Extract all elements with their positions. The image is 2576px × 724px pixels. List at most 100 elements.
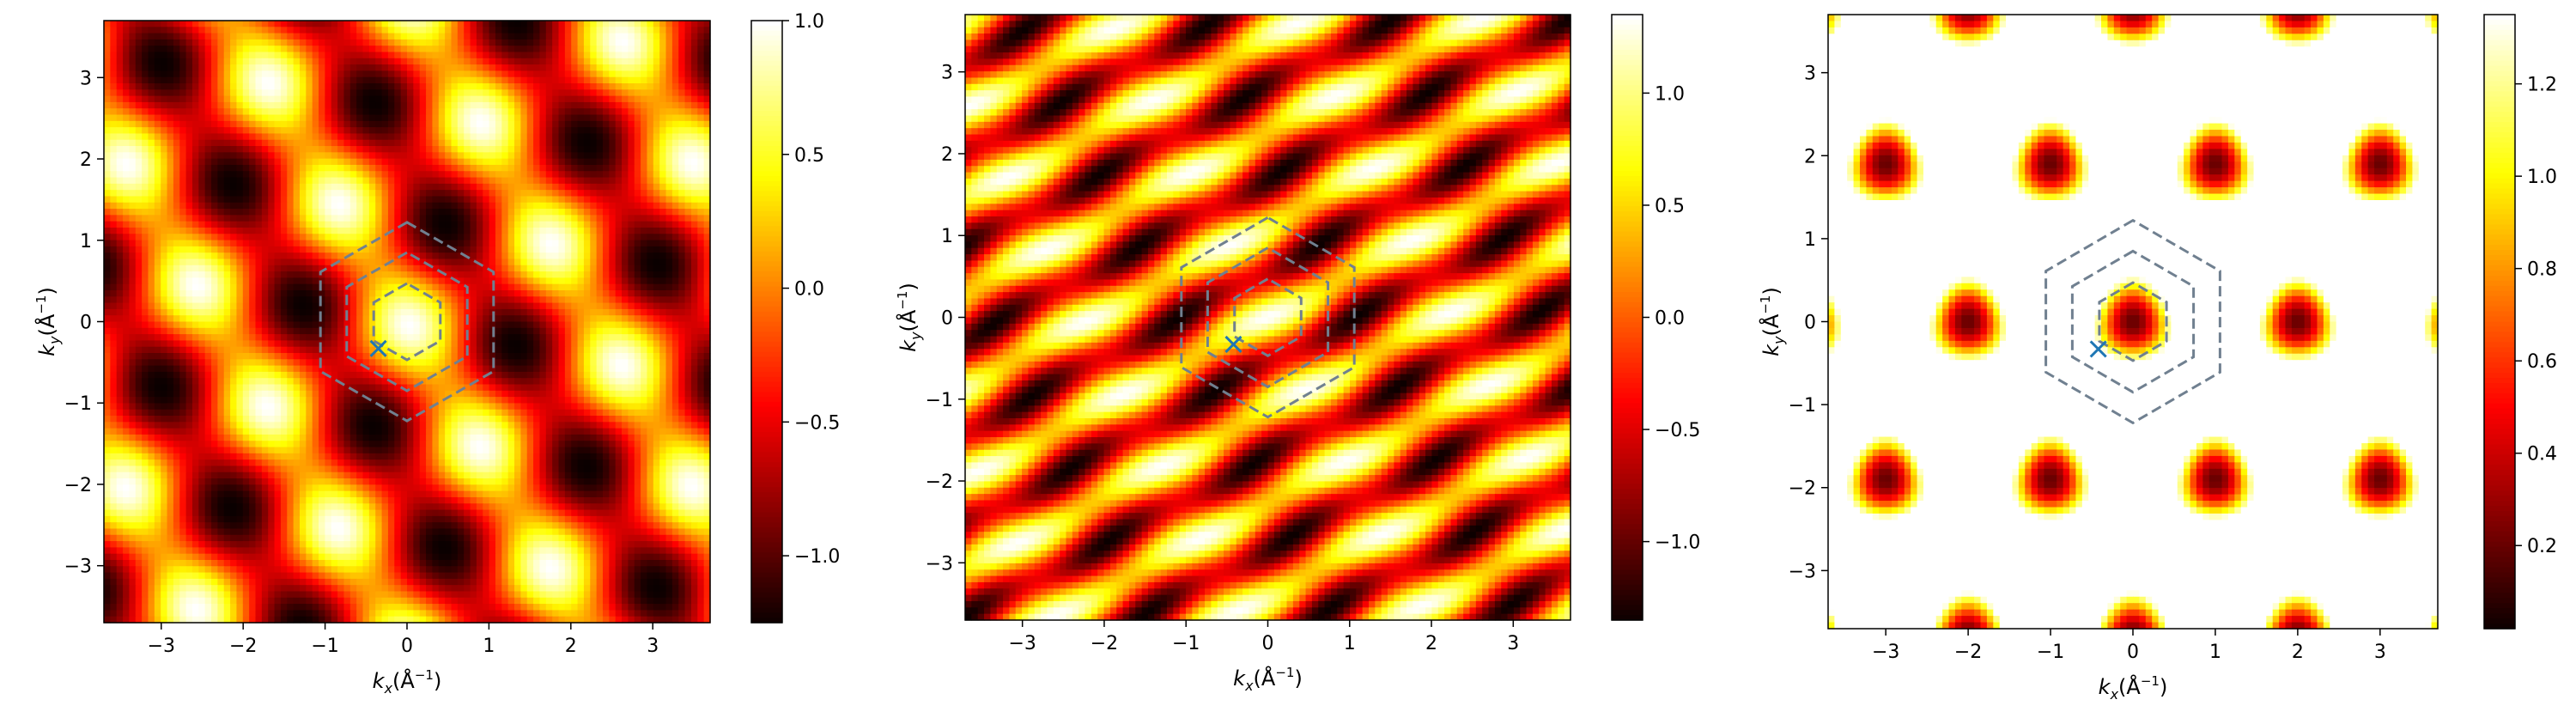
heatmap-cell: [312, 27, 319, 34]
heatmap-cell: [167, 46, 174, 53]
heatmap-cell: [609, 221, 617, 228]
heatmap-cell: [191, 120, 199, 128]
heatmap-cell: [204, 101, 212, 109]
heatmap-cell: [268, 164, 276, 172]
heatmap-cell: [690, 89, 698, 97]
heatmap-cell: [558, 114, 566, 122]
heatmap-cell: [641, 215, 648, 222]
heatmap-cell: [274, 133, 282, 141]
heatmap-cell: [684, 234, 692, 241]
heatmap-cell: [407, 33, 414, 40]
heatmap-cell: [445, 327, 453, 335]
heatmap-cell: [697, 227, 705, 234]
heatmap-cell: [703, 252, 711, 260]
heatmap-cell: [577, 227, 585, 234]
heatmap-cell: [697, 171, 705, 179]
heatmap-cell: [116, 114, 124, 122]
heatmap-cell: [659, 315, 667, 323]
heatmap-cell: [615, 177, 623, 185]
heatmap-cell: [312, 209, 319, 216]
heatmap-cell: [161, 177, 168, 185]
heatmap-cell: [255, 108, 263, 116]
heatmap-cell: [280, 133, 288, 141]
heatmap-cell: [445, 114, 453, 122]
heatmap-cell: [261, 190, 269, 198]
heatmap-cell: [577, 83, 585, 90]
heatmap-cell: [255, 76, 263, 84]
heatmap-cell: [545, 76, 553, 84]
heatmap-cell: [426, 289, 434, 297]
heatmap-cell: [185, 27, 193, 34]
heatmap-cell: [647, 271, 654, 278]
heatmap-cell: [236, 83, 244, 90]
heatmap-cell: [116, 302, 124, 310]
heatmap-cell: [161, 64, 168, 72]
heatmap-cell: [533, 158, 541, 166]
heatmap-cell: [104, 265, 111, 272]
heatmap-cell: [331, 33, 338, 40]
heatmap-cell: [167, 265, 174, 272]
heatmap-cell: [659, 158, 667, 166]
heatmap-cell: [590, 183, 598, 191]
heatmap-cell: [483, 196, 490, 204]
heatmap-cell: [671, 52, 679, 59]
heatmap-cell: [255, 221, 263, 228]
heatmap-cell: [647, 120, 654, 128]
heatmap-cell: [552, 101, 560, 109]
heatmap-cell: [191, 302, 199, 310]
heatmap-cell: [622, 52, 629, 59]
heatmap-cell: [204, 46, 212, 53]
heatmap-cell: [596, 252, 604, 260]
heatmap-cell: [135, 271, 143, 278]
heatmap-cell: [142, 171, 149, 179]
heatmap-cell: [615, 33, 623, 40]
heatmap-cell: [483, 139, 490, 147]
heatmap-cell: [343, 158, 351, 166]
heatmap-cell: [432, 46, 440, 53]
heatmap-cell: [703, 133, 711, 141]
heatmap-cell: [413, 64, 421, 72]
heatmap-cell: [419, 308, 427, 316]
heatmap-cell: [495, 259, 502, 266]
heatmap-cell: [204, 289, 212, 297]
heatmap-cell: [647, 265, 654, 272]
heatmap-cell: [552, 108, 560, 116]
heatmap-cell: [634, 265, 641, 272]
heatmap-cell: [407, 227, 414, 234]
heatmap-cell: [104, 234, 111, 241]
heatmap-cell: [312, 334, 319, 341]
heatmap-cell: [628, 39, 635, 46]
heatmap-cell: [211, 227, 218, 234]
heatmap-cell: [438, 296, 446, 304]
heatmap-cell: [236, 46, 244, 53]
heatmap-cell: [343, 133, 351, 141]
heatmap-cell: [293, 196, 301, 204]
heatmap-cell: [647, 70, 654, 78]
heatmap-cell: [104, 52, 111, 59]
heatmap-cell: [451, 327, 459, 335]
heatmap-cell: [129, 265, 137, 272]
heatmap-cell: [394, 289, 402, 297]
heatmap-cell: [583, 321, 591, 329]
heatmap-cell: [552, 240, 560, 247]
heatmap-cell: [426, 95, 434, 103]
heatmap-cell: [671, 120, 679, 128]
heatmap-cell: [407, 133, 414, 141]
heatmap-cell: [501, 152, 509, 160]
heatmap-cell: [129, 221, 137, 228]
heatmap-cell: [615, 39, 623, 46]
heatmap-cell: [432, 321, 440, 329]
heatmap-cell: [445, 340, 453, 348]
heatmap-cell: [299, 177, 307, 185]
heatmap-cell: [483, 152, 490, 160]
heatmap-cell: [445, 283, 453, 291]
heatmap-cell: [596, 120, 604, 128]
heatmap-cell: [571, 52, 579, 59]
heatmap-cell: [268, 33, 276, 40]
heatmap-cell: [470, 234, 477, 241]
heatmap-cell: [198, 321, 206, 329]
heatmap-cell: [123, 315, 131, 323]
heatmap-cell: [590, 39, 598, 46]
heatmap-cell: [204, 283, 212, 291]
heatmap-cell: [179, 76, 187, 84]
